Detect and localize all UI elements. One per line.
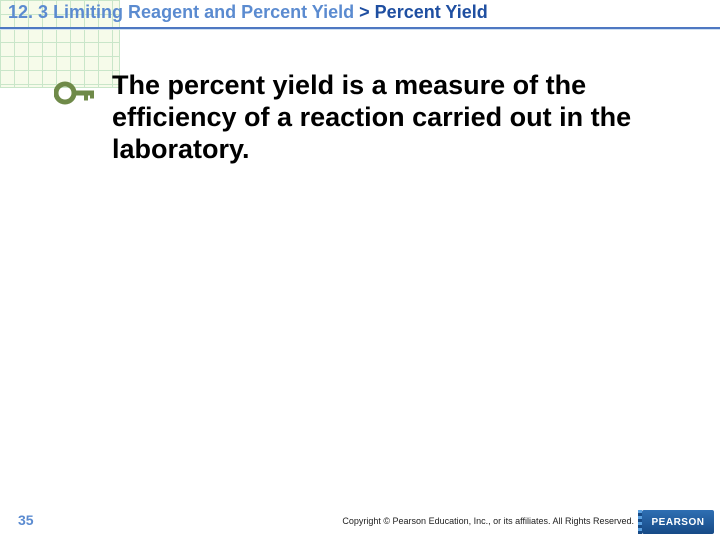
slide-title: 12. 3 Limiting Reagent and Percent Yield… bbox=[8, 2, 712, 23]
publisher-badge-text: PEARSON bbox=[652, 517, 705, 528]
breadcrumb-current: Percent Yield bbox=[375, 2, 488, 22]
copyright-text: Copyright © Pearson Education, Inc., or … bbox=[342, 516, 634, 526]
title-rule bbox=[0, 27, 720, 31]
publisher-badge: PEARSON bbox=[642, 510, 714, 534]
key-concept-text: The percent yield is a measure of the ef… bbox=[112, 70, 642, 166]
key-icon bbox=[54, 78, 98, 108]
slide: 12. 3 Limiting Reagent and Percent Yield… bbox=[0, 0, 720, 540]
page-number: 35 bbox=[18, 512, 34, 528]
section-number: 12. 3 bbox=[8, 2, 48, 22]
section-title: Limiting Reagent and Percent Yield bbox=[53, 2, 354, 22]
breadcrumb-separator: > bbox=[359, 2, 370, 22]
